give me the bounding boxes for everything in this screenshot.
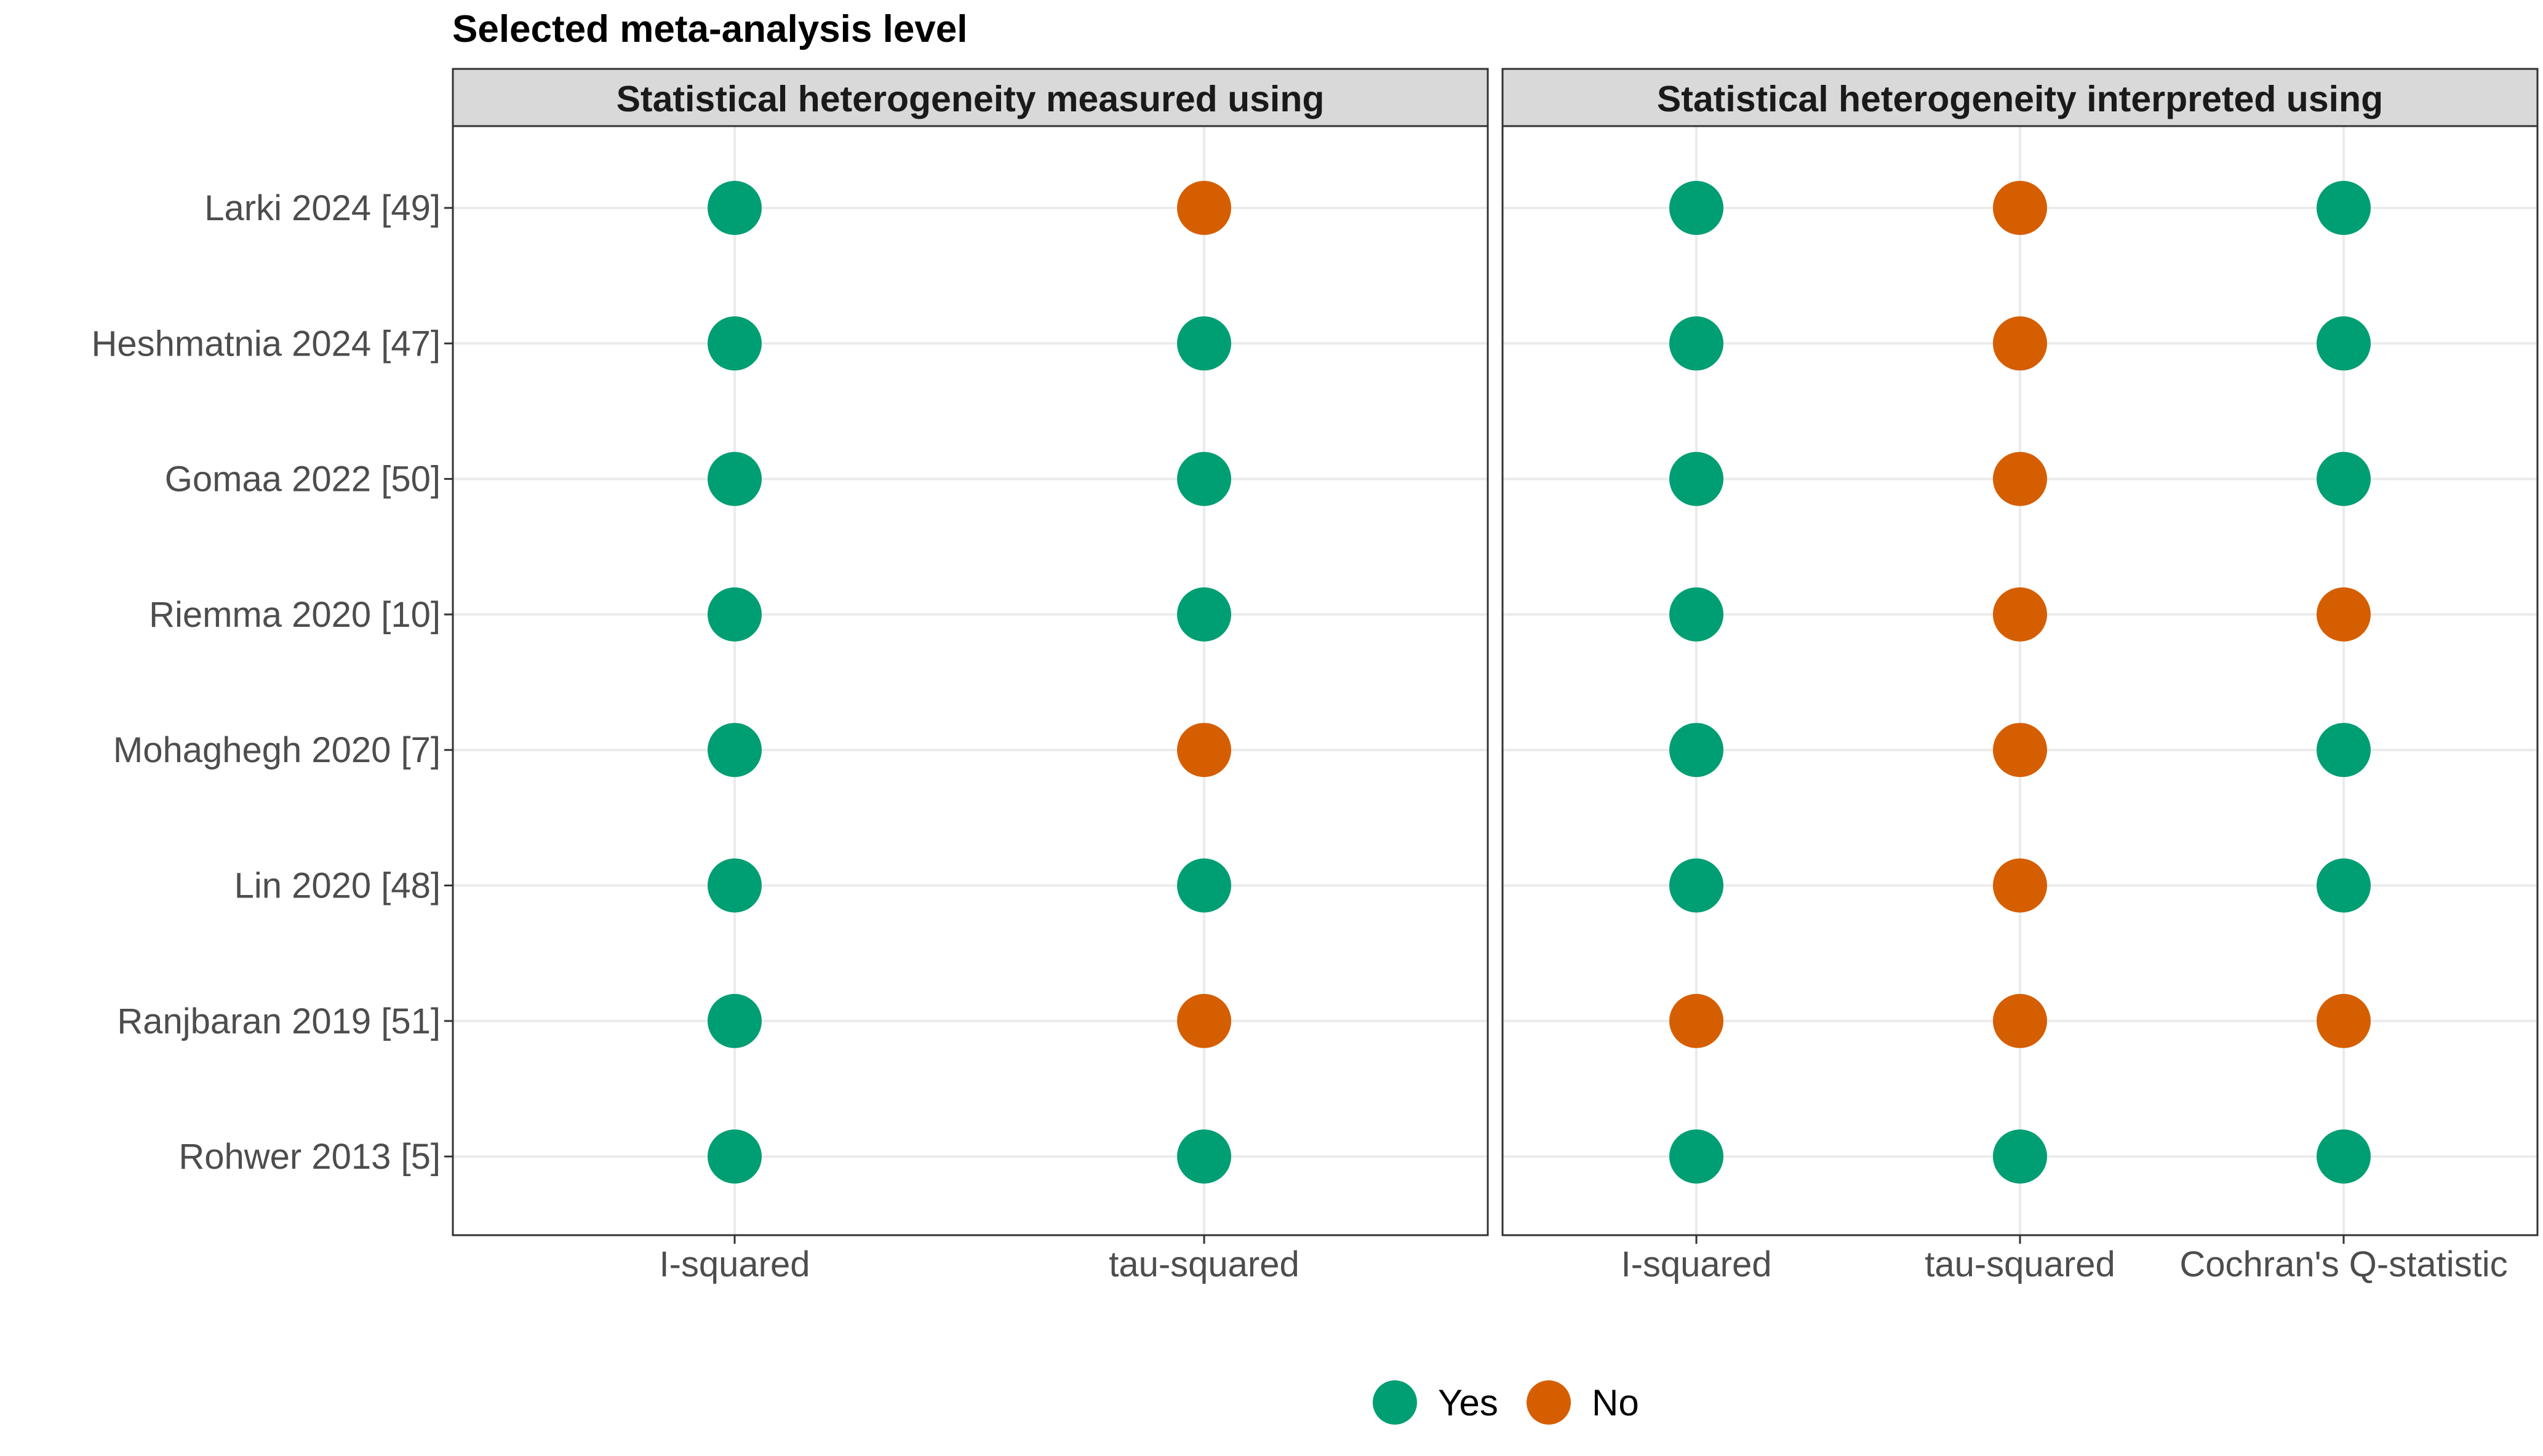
y-axis: Larki 2024 [49] Heshmatnia 2024 [47] Gomaa… <box>92 188 453 1177</box>
panel-border <box>452 125 1489 1236</box>
data-point-no <box>1993 993 2047 1048</box>
data-point-yes <box>708 316 762 371</box>
data-point-yes <box>708 723 762 778</box>
data-point-yes <box>708 587 762 642</box>
data-point-no <box>1177 181 1231 235</box>
panel-2: Statistical heterogeneity interpreted us… <box>1501 68 2539 1284</box>
data-point-no <box>2317 587 2371 642</box>
x-tick-label: tau-squared <box>1109 1244 1299 1284</box>
data-point-yes <box>1669 1129 1723 1184</box>
data-point-no <box>1993 587 2047 642</box>
data-point-yes <box>1177 316 1231 371</box>
data-point-yes <box>2317 858 2371 913</box>
data-point-no <box>1993 858 2047 913</box>
y-tick-label: Ranjbaran 2019 [51] <box>117 1001 441 1041</box>
y-tick-label: Heshmatnia 2024 [47] <box>92 324 441 364</box>
y-tick-label: Mohaghegh 2020 [7] <box>113 730 441 770</box>
legend-key-yes <box>1373 1380 1417 1425</box>
data-point-yes <box>708 452 762 506</box>
data-point-no <box>1993 452 2047 506</box>
panel-1: Statistical heterogeneity measured using… <box>452 68 1489 1284</box>
panel-title: Statistical heterogeneity measured using <box>617 79 1325 119</box>
data-point-no <box>1669 993 1723 1048</box>
legend: Yes No <box>1373 1380 1639 1425</box>
x-tick-label: Cochran's Q-statistic <box>2179 1244 2507 1284</box>
data-point-yes <box>1669 723 1723 778</box>
legend-label: No <box>1592 1382 1639 1423</box>
data-point-yes <box>2317 316 2371 371</box>
data-point-yes <box>708 858 762 913</box>
data-point-no <box>1177 993 1231 1048</box>
data-point-yes <box>1669 858 1723 913</box>
data-point-yes <box>1669 181 1723 235</box>
data-point-no <box>1993 181 2047 235</box>
data-point-yes <box>708 1129 762 1184</box>
panels: Statistical heterogeneity measured using… <box>452 68 2539 1284</box>
x-tick-label: I-squared <box>1621 1244 1771 1284</box>
data-point-yes <box>2317 1129 2371 1184</box>
panel-strip <box>452 68 1489 127</box>
x-tick-label: tau-squared <box>1925 1244 2115 1284</box>
data-point-no <box>2317 993 2371 1048</box>
data-point-yes <box>1669 316 1723 371</box>
data-point-yes <box>2317 723 2371 778</box>
data-point-yes <box>1177 1129 1231 1184</box>
panel-strip <box>1501 68 2539 127</box>
data-point-yes <box>1177 452 1231 506</box>
x-tick-label: I-squared <box>659 1244 810 1284</box>
legend-label: Yes <box>1438 1382 1498 1423</box>
y-tick-label: Riemma 2020 [10] <box>149 595 441 635</box>
y-tick-label: Lin 2020 [48] <box>234 866 441 906</box>
data-point-yes <box>1177 858 1231 913</box>
data-point-yes <box>1177 587 1231 642</box>
y-tick-label: Gomaa 2022 [50] <box>165 459 441 499</box>
data-point-yes <box>1669 452 1723 506</box>
panel-title: Statistical heterogeneity interpreted us… <box>1657 79 2383 119</box>
data-point-no <box>1177 723 1231 778</box>
data-point-yes <box>2317 181 2371 235</box>
data-point-yes <box>2317 452 2371 506</box>
data-point-yes <box>1669 587 1723 642</box>
y-tick-label: Larki 2024 [49] <box>204 188 441 228</box>
data-point-yes <box>708 993 762 1048</box>
data-point-yes <box>708 181 762 235</box>
data-point-no <box>1993 316 2047 371</box>
y-tick-label: Rohwer 2013 [5] <box>178 1137 441 1177</box>
data-point-no <box>1993 723 2047 778</box>
data-point-yes <box>1993 1129 2047 1184</box>
legend-key-no <box>1527 1380 1571 1425</box>
chart-title: Selected meta-analysis level <box>452 8 967 50</box>
